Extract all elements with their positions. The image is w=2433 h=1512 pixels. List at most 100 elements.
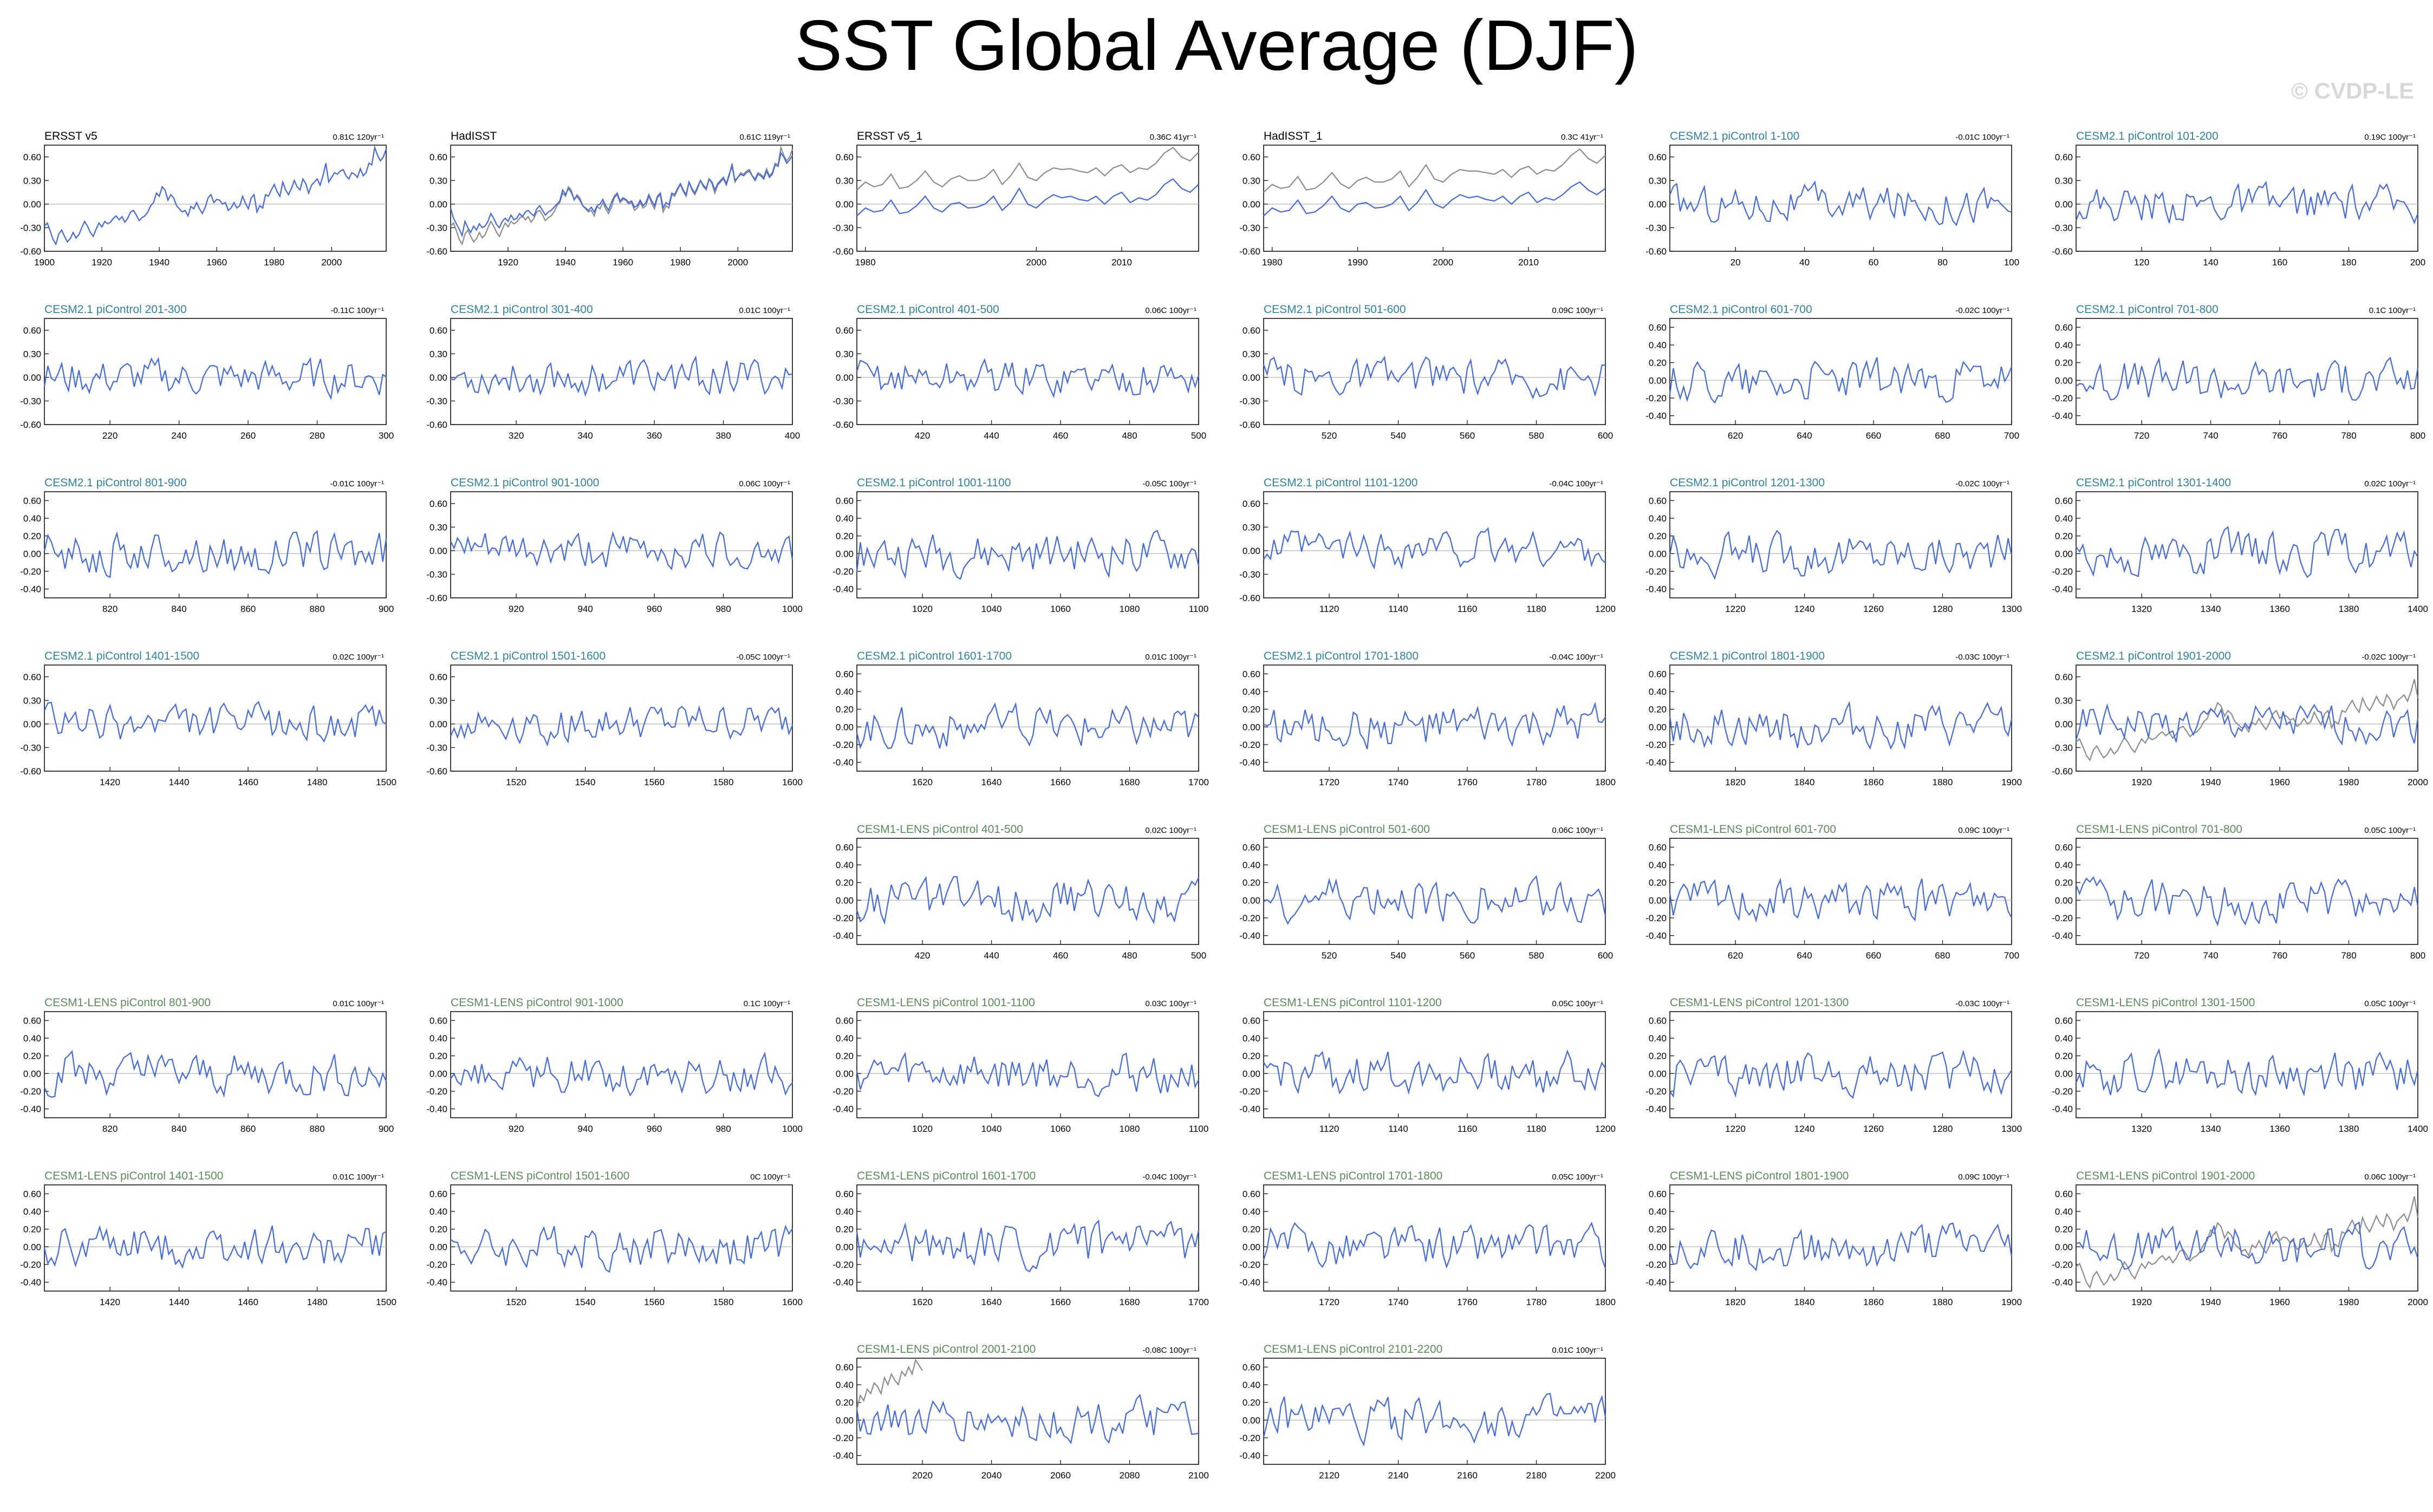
x-tick-label: 2160 — [1457, 1470, 1478, 1481]
chart-panel: CESM1-LENS piControl 1801-1900 0.09C 100y… — [1645, 1170, 2022, 1307]
trend-label: 0.02C 100yr⁻¹ — [2364, 479, 2416, 488]
y-tick-label: 0.30 — [430, 522, 447, 532]
x-tick-label: 1960 — [2269, 1297, 2290, 1307]
y-tick-label: 0.00 — [836, 373, 854, 383]
x-tick-label: 1840 — [1794, 1297, 1815, 1307]
x-tick-label: 480 — [1122, 431, 1137, 441]
y-tick-label: 0.60 — [836, 496, 854, 506]
chart-panel: CESM2.1 piControl 201-300 -0.11C 100yr⁻¹ 0… — [20, 303, 394, 441]
x-tick-label: 1180 — [1526, 1124, 1546, 1134]
y-tick-label: -0.60 — [832, 246, 854, 257]
x-tick-label: 420 — [915, 950, 930, 961]
y-tick-label: 0.60 — [2055, 842, 2073, 852]
y-tick-label: -0.60 — [426, 593, 447, 603]
y-tick-label: -0.20 — [426, 1260, 447, 1270]
plot-frame — [1669, 145, 2012, 252]
y-tick-label: -0.40 — [1645, 1278, 1667, 1288]
chart-panel: CESM1-LENS piControl 501-600 0.06C 100yr⁻… — [1239, 823, 1613, 961]
series-line — [2075, 703, 2419, 746]
series-line — [450, 531, 793, 571]
y-tick-label: -0.20 — [1645, 1086, 1667, 1097]
y-tick-label: 0.00 — [430, 1068, 447, 1079]
x-tick-label: 1340 — [2201, 604, 2221, 614]
y-tick-label: 0.00 — [23, 1242, 41, 1252]
series-line — [1669, 701, 2013, 750]
x-tick-label: 760 — [2272, 431, 2287, 441]
y-tick-label: -0.40 — [1645, 411, 1667, 421]
y-tick-label: 0.40 — [836, 687, 854, 697]
y-tick-label: -0.40 — [426, 1104, 447, 1115]
x-tick-label: 1180 — [1526, 604, 1546, 614]
x-tick-label: 1280 — [1933, 604, 1953, 614]
x-tick-label: 500 — [1191, 431, 1206, 441]
x-tick-label: 1760 — [1457, 777, 1478, 787]
x-tick-label: 2000 — [1026, 257, 1046, 268]
series-line — [1263, 875, 1606, 925]
y-tick-label: 0.00 — [2055, 1068, 2073, 1079]
chart-panel: ERSST v5 0.81C 120yr⁻¹ 0.60 0.30 0.00 -0.30 -0… — [20, 130, 387, 268]
y-tick-label: 0.00 — [1242, 1068, 1260, 1079]
panel-title: CESM1-LENS piControl 701-800 — [2076, 823, 2242, 836]
y-tick-label: 0.00 — [2055, 199, 2073, 210]
panel-title: CESM1-LENS piControl 1801-1900 — [1670, 1170, 1849, 1182]
y-tick-label: 0.40 — [23, 1033, 41, 1044]
plot-frame — [450, 491, 793, 598]
y-tick-label: -0.20 — [832, 1433, 854, 1443]
y-tick-label: 0.00 — [1649, 375, 1667, 386]
chart-panel: CESM1-LENS piControl 1301-1500 0.05C 100y… — [2052, 996, 2428, 1134]
y-tick-label: -0.30 — [1645, 223, 1667, 233]
series-line — [43, 530, 387, 578]
y-tick-label: -0.40 — [1645, 584, 1667, 595]
y-tick-label: 0.40 — [1242, 687, 1260, 697]
panel-title: ERSST v5 — [44, 130, 97, 142]
trend-label: 0C 100yr⁻¹ — [750, 1172, 790, 1182]
x-tick-label: 1500 — [376, 777, 396, 787]
x-tick-label: 2120 — [1319, 1470, 1339, 1481]
y-tick-label: -0.30 — [426, 742, 447, 753]
overlay-line — [2076, 1196, 2419, 1289]
y-tick-label: 0.20 — [23, 531, 41, 542]
y-tick-label: 0.20 — [1242, 878, 1260, 888]
x-tick-label: 860 — [240, 1124, 256, 1134]
y-tick-label: -0.40 — [1239, 1104, 1260, 1115]
y-tick-label: -0.40 — [20, 584, 41, 595]
panel-title: CESM2.1 piControl 801-900 — [44, 477, 187, 489]
plot-frame — [1263, 145, 1606, 252]
y-tick-label: -0.30 — [2052, 223, 2073, 233]
x-tick-label: 80 — [1937, 257, 1948, 268]
y-tick-label: 0.40 — [2055, 1207, 2073, 1217]
x-tick-label: 2040 — [981, 1470, 1002, 1481]
y-tick-label: -0.30 — [1239, 223, 1260, 233]
series-line — [1263, 1049, 1606, 1095]
y-tick-label: 0.40 — [1649, 1033, 1667, 1044]
x-tick-label: 1940 — [2201, 1297, 2221, 1307]
x-tick-label: 120 — [2134, 257, 2149, 268]
y-tick-label: 0.00 — [1649, 895, 1667, 905]
panel-title: CESM2.1 piControl 1001-1100 — [857, 477, 1011, 489]
x-tick-label: 800 — [2410, 431, 2425, 441]
trend-label: 0.01C 100yr⁻¹ — [333, 999, 384, 1008]
x-tick-label: 1980 — [2339, 777, 2359, 787]
y-tick-label: 0.00 — [23, 1068, 41, 1079]
y-tick-label: -0.40 — [1239, 758, 1260, 768]
panel-title: CESM2.1 piControl 1801-1900 — [1670, 650, 1825, 662]
y-tick-label: 0.00 — [1242, 199, 1260, 210]
y-tick-label: 0.40 — [23, 1207, 41, 1217]
y-tick-label: 0.40 — [836, 513, 854, 524]
x-tick-label: 620 — [1728, 950, 1743, 961]
y-tick-label: -0.20 — [1645, 1260, 1667, 1270]
plot-frame — [1263, 1011, 1606, 1118]
y-tick-label: 0.00 — [430, 373, 447, 383]
series-line — [1669, 357, 2013, 404]
plot-frame — [856, 1358, 1199, 1465]
y-tick-label: -0.40 — [20, 1278, 41, 1288]
x-tick-label: 1820 — [1725, 1297, 1746, 1307]
trend-label: 0.02C 100yr⁻¹ — [1145, 826, 1196, 835]
series-line — [1263, 355, 1606, 400]
y-tick-label: 0.30 — [430, 349, 447, 359]
x-tick-label: 100 — [2004, 257, 2019, 268]
x-tick-label: 1320 — [2131, 604, 2152, 614]
y-tick-label: -0.30 — [20, 223, 41, 233]
y-tick-label: -0.40 — [1239, 1278, 1260, 1288]
